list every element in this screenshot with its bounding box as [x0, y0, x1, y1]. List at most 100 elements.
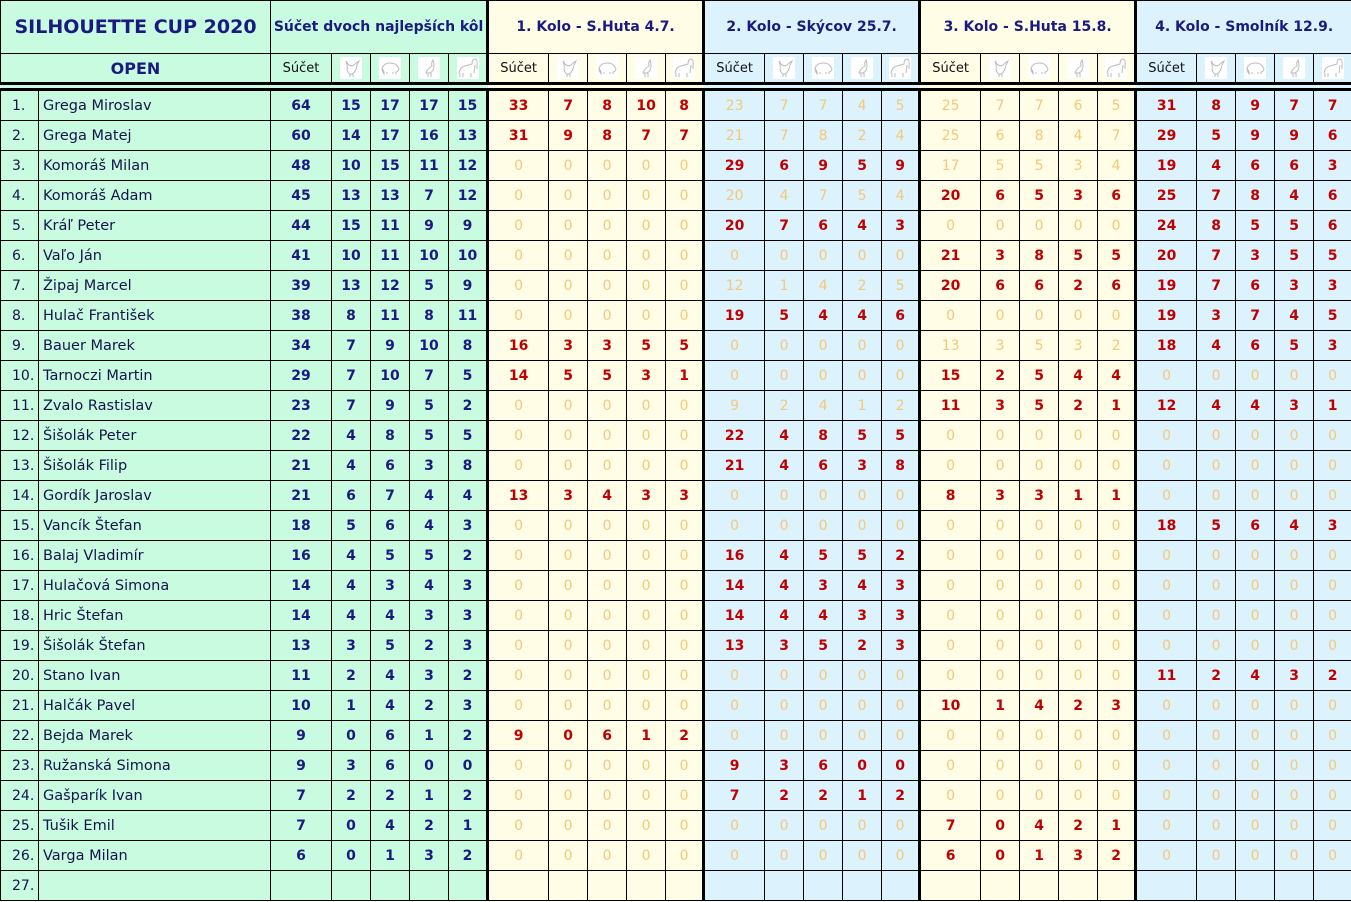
round-2-target-cell: 0	[764, 510, 805, 541]
rank-cell: 12.	[0, 420, 39, 451]
total-target-cell: 2	[448, 720, 489, 751]
round-1-sum-cell: 0	[486, 630, 550, 661]
round-3-sum-cell: 0	[918, 420, 982, 451]
total-target-cell: 8	[448, 330, 489, 361]
rank-cell: 10.	[0, 360, 39, 391]
name-cell: Tarnoczi Martin	[37, 360, 272, 391]
header-separator	[703, 82, 920, 91]
round-2-target-cell: 0	[842, 690, 883, 721]
name-cell: Gašparík Ivan	[37, 780, 272, 811]
total-target-cell: 13	[448, 120, 489, 151]
round-1-target-header	[665, 53, 705, 85]
total-sum-cell: 45	[270, 180, 333, 211]
round-3-target-cell: 1	[1097, 480, 1137, 511]
total-target-cell: 12	[448, 150, 489, 181]
round-1-target-cell: 0	[665, 690, 705, 721]
round-1-target-cell: 0	[665, 630, 705, 661]
round-1-target-cell: 0	[665, 750, 705, 781]
round-1-sum-cell: 0	[486, 150, 550, 181]
round-3-target-cell: 6	[1097, 270, 1137, 301]
round-4-target-header	[1196, 53, 1237, 85]
total-target-cell: 5	[409, 270, 450, 301]
round-2-target-cell: 0	[764, 690, 805, 721]
round-3-target-cell: 2	[1058, 390, 1099, 421]
round-2-sum-cell: 0	[702, 660, 766, 691]
total-target-cell: 9	[370, 330, 411, 361]
round-1-target-cell: 9	[548, 120, 589, 151]
round-4-target-cell: 0	[1313, 780, 1351, 811]
rank-cell: 5.	[0, 210, 39, 241]
round-3-target-cell: 6	[980, 180, 1021, 211]
name-cell: Tušik Emil	[37, 810, 272, 841]
total-sum-cell: 14	[270, 600, 333, 631]
round-1-target-cell: 0	[587, 570, 628, 601]
round-2-target-cell: 0	[842, 330, 883, 361]
round-4-target-cell: 7	[1313, 89, 1351, 121]
round-1-target-cell: 0	[665, 600, 705, 631]
round-4-target-cell: 0	[1196, 570, 1237, 601]
total-target-cell: 4	[331, 450, 372, 481]
round-1-target-cell	[626, 870, 667, 901]
round-2-target-cell: 2	[842, 630, 883, 661]
round-4-target-cell: 6	[1235, 270, 1276, 301]
round-1-target-cell: 0	[587, 660, 628, 691]
round-3-target-cell: 6	[980, 120, 1021, 151]
best-two-target-header	[331, 53, 372, 85]
round-1-sum-cell: 0	[486, 690, 550, 721]
round-4-target-cell: 0	[1274, 780, 1315, 811]
total-target-cell: 6	[331, 480, 372, 511]
name-cell: Varga Milan	[37, 840, 272, 871]
round-4-target-cell: 2	[1196, 660, 1237, 691]
total-sum-cell: 13	[270, 630, 333, 661]
round-3-target-header	[1097, 53, 1137, 85]
round-1-target-cell: 0	[587, 780, 628, 811]
round-3-target-cell: 0	[1058, 300, 1099, 331]
round-1-sum-cell: 0	[486, 810, 550, 841]
round-1-target-cell: 0	[626, 270, 667, 301]
round-3-target-cell: 0	[980, 420, 1021, 451]
table-row: 24. Gašparík Ivan 7 2 2 1 2 0 0 0 0 0 7 2 2 1 2 0 0 0 0 0 0 0 0 0…	[0, 780, 1351, 811]
round-4-target-cell: 0	[1313, 720, 1351, 751]
table-row: 16. Balaj Vladimír 16 4 5 5 2 0 0 0 0 0 16 4 5 5 2 0 0 0 0 0 0…	[0, 540, 1351, 571]
turkey-icon	[1283, 57, 1306, 79]
total-sum-cell: 21	[270, 480, 333, 511]
round-2-target-cell: 0	[764, 360, 805, 391]
total-sum-cell: 44	[270, 210, 333, 241]
total-target-cell: 0	[409, 750, 450, 781]
round-2-target-cell: 0	[842, 840, 883, 871]
total-target-cell: 4	[370, 690, 411, 721]
round-1-target-cell: 0	[548, 180, 589, 211]
round-1-target-cell: 6	[587, 720, 628, 751]
round-1-sum-cell: 9	[486, 720, 550, 751]
round-2-target-cell: 0	[881, 810, 921, 841]
round-3-target-cell: 0	[1097, 510, 1137, 541]
round-3-sum-cell: 25	[918, 120, 982, 151]
total-target-cell: 5	[409, 420, 450, 451]
round-3-target-cell: 0	[1019, 510, 1060, 541]
round-3-target-cell: 0	[1058, 510, 1099, 541]
round-3-target-cell: 0	[1097, 210, 1137, 241]
category-label: OPEN	[0, 53, 272, 85]
round-4-sum-cell: 0	[1134, 540, 1198, 571]
round-2-target-cell: 5	[764, 300, 805, 331]
total-sum-cell: 29	[270, 360, 333, 391]
total-target-cell: 7	[370, 480, 411, 511]
round-2-target-cell: 9	[881, 150, 921, 181]
round-3-target-cell: 3	[1058, 840, 1099, 871]
total-target-cell: 2	[448, 780, 489, 811]
round-3-target-cell: 5	[1058, 240, 1099, 271]
round-3-target-cell: 6	[1097, 180, 1137, 211]
total-target-cell: 7	[409, 180, 450, 211]
round-1-target-cell: 0	[548, 240, 589, 271]
round-3-target-cell: 0	[1058, 630, 1099, 661]
round-4-target-cell: 0	[1313, 630, 1351, 661]
round-3-target-cell: 0	[1058, 210, 1099, 241]
total-target-cell: 9	[370, 390, 411, 421]
round-2-target-cell: 0	[881, 840, 921, 871]
round-1-target-cell: 0	[626, 180, 667, 211]
round-3-target-cell: 0	[1019, 570, 1060, 601]
ram-icon	[673, 57, 696, 79]
total-target-cell: 0	[331, 840, 372, 871]
round-4-sum-cell: 18	[1134, 510, 1198, 541]
round-1-target-cell: 0	[548, 630, 589, 661]
